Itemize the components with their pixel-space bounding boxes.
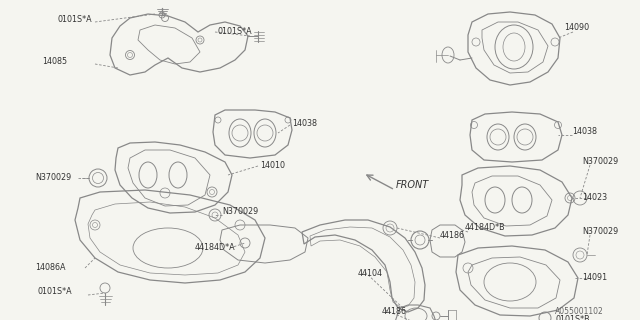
- Text: 0101S*A: 0101S*A: [38, 287, 72, 297]
- Text: N370029: N370029: [582, 157, 618, 166]
- Text: N370029: N370029: [222, 207, 259, 217]
- Text: 44186: 44186: [382, 308, 407, 316]
- Text: 44184D*B: 44184D*B: [465, 223, 506, 233]
- Text: FRONT: FRONT: [396, 180, 429, 190]
- Text: 0101S*B: 0101S*B: [556, 316, 591, 320]
- Text: N370029: N370029: [582, 228, 618, 236]
- Text: N370029: N370029: [35, 173, 71, 182]
- Text: 0101S*A: 0101S*A: [58, 15, 93, 25]
- Text: 14085: 14085: [42, 58, 67, 67]
- Text: 14038: 14038: [292, 118, 317, 127]
- Text: 44186: 44186: [440, 230, 465, 239]
- Text: A055001102: A055001102: [555, 308, 604, 316]
- Text: 14091: 14091: [582, 274, 607, 283]
- Text: 14090: 14090: [564, 23, 589, 33]
- Text: 44104: 44104: [358, 268, 383, 277]
- Text: 14086A: 14086A: [35, 263, 65, 273]
- Text: 14038: 14038: [572, 127, 597, 137]
- Text: 0101S*A: 0101S*A: [218, 28, 253, 36]
- Text: 44184D*A: 44184D*A: [195, 244, 236, 252]
- Text: 14010: 14010: [260, 161, 285, 170]
- Text: 14023: 14023: [582, 194, 607, 203]
